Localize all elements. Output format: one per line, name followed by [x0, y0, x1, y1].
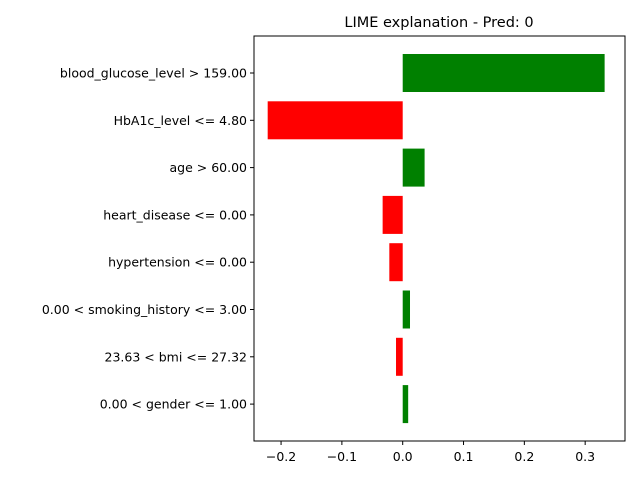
x-tick-label-4: 0.2 [514, 449, 534, 464]
bar-4 [389, 243, 403, 282]
bar-7 [402, 385, 409, 424]
x-tick-label-1: −0.1 [327, 449, 357, 464]
bar-5 [402, 290, 411, 329]
bar-2 [402, 148, 425, 187]
bar-6 [396, 337, 403, 376]
x-tick-label-3: 0.1 [454, 449, 474, 464]
chart-title: LIME explanation - Pred: 0 [344, 15, 533, 31]
y-tick-label-7: 0.00 < gender <= 1.00 [100, 397, 247, 412]
bar-0 [402, 54, 605, 92]
y-tick-label-0: blood_glucose_level > 159.00 [60, 66, 247, 81]
y-tick-label-4: hypertension <= 0.00 [108, 255, 247, 270]
x-axis-ticks: −0.2 −0.1 0.0 0.1 0.2 0.3 [266, 441, 595, 464]
y-tick-label-1: HbA1c_level <= 4.80 [114, 113, 247, 128]
y-tick-label-5: 0.00 < smoking_history <= 3.00 [42, 302, 247, 317]
bar-1 [267, 101, 403, 140]
bars-group [267, 54, 605, 424]
plot-frame [253, 35, 626, 442]
x-tick-label-5: 0.3 [575, 449, 595, 464]
bar-3 [382, 195, 403, 234]
y-axis-labels: blood_glucose_level > 159.00 HbA1c_level … [42, 66, 254, 412]
y-tick-label-3: heart_disease <= 0.00 [103, 207, 247, 222]
x-tick-label-2: 0.0 [393, 449, 413, 464]
y-tick-label-6: 23.63 < bmi <= 27.32 [105, 349, 247, 364]
x-tick-label-0: −0.2 [266, 449, 296, 464]
y-tick-label-2: age > 60.00 [170, 160, 248, 175]
